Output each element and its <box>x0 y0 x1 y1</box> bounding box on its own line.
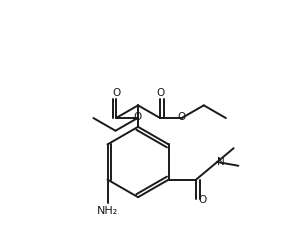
Text: O: O <box>178 112 186 122</box>
Text: O: O <box>112 88 120 98</box>
Text: O: O <box>156 88 164 98</box>
Text: O: O <box>199 195 207 205</box>
Text: N: N <box>217 157 225 167</box>
Text: NH₂: NH₂ <box>97 206 118 216</box>
Text: O: O <box>133 112 142 122</box>
